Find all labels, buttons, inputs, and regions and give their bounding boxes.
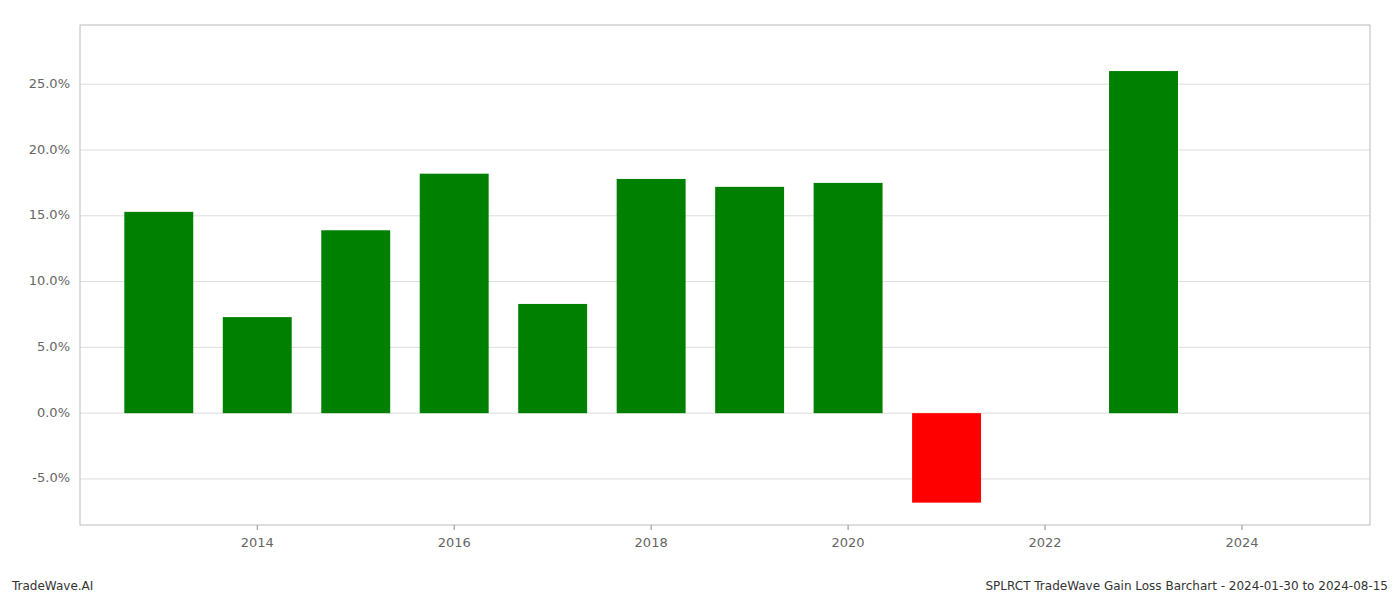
x-tick-label: 2016 [438,535,471,550]
x-tick [848,525,849,530]
bar [223,317,292,413]
y-tick-label: -5.0% [32,470,70,485]
bar [518,304,587,413]
bar [321,230,390,413]
y-tick-label: 10.0% [29,273,70,288]
y-tick-label: 5.0% [37,339,70,354]
x-tick [651,525,652,530]
bar [814,183,883,413]
x-tick [1241,525,1242,530]
axes: -5.0% 0.0% 5.0% 10.0% 15.0% 20.0% 25.0% 2014 201… [29,76,1259,550]
y-tick-label: 15.0% [29,207,70,222]
x-tick-label: 2018 [635,535,668,550]
plot-frame [80,25,1370,525]
bar [420,174,489,413]
y-tick-label: 0.0% [37,405,70,420]
bar [124,212,193,413]
x-tick-label: 2014 [241,535,274,550]
footer-text: TradeWave.AI [11,579,93,593]
x-tick-label: 2022 [1028,535,1061,550]
bars [124,71,1178,503]
x-tick-label: 2024 [1225,535,1258,550]
x-tick [257,525,258,530]
footer-text: SPLRCT TradeWave Gain Loss Barchart - 20… [985,579,1388,593]
y-tick-label: 25.0% [29,76,70,91]
bar [912,413,981,502]
chart-container: -5.0% 0.0% 5.0% 10.0% 15.0% 20.0% 25.0% 2014 201… [0,0,1400,600]
x-tick [454,525,455,530]
grid-line [80,478,1370,479]
bar [715,187,784,413]
x-tick-label: 2020 [832,535,865,550]
bar [617,179,686,413]
bar [1109,71,1178,413]
y-tick-label: 20.0% [29,142,70,157]
x-tick [1045,525,1046,530]
chart-svg: -5.0% 0.0% 5.0% 10.0% 15.0% 20.0% 25.0% 2014 201… [0,0,1400,600]
